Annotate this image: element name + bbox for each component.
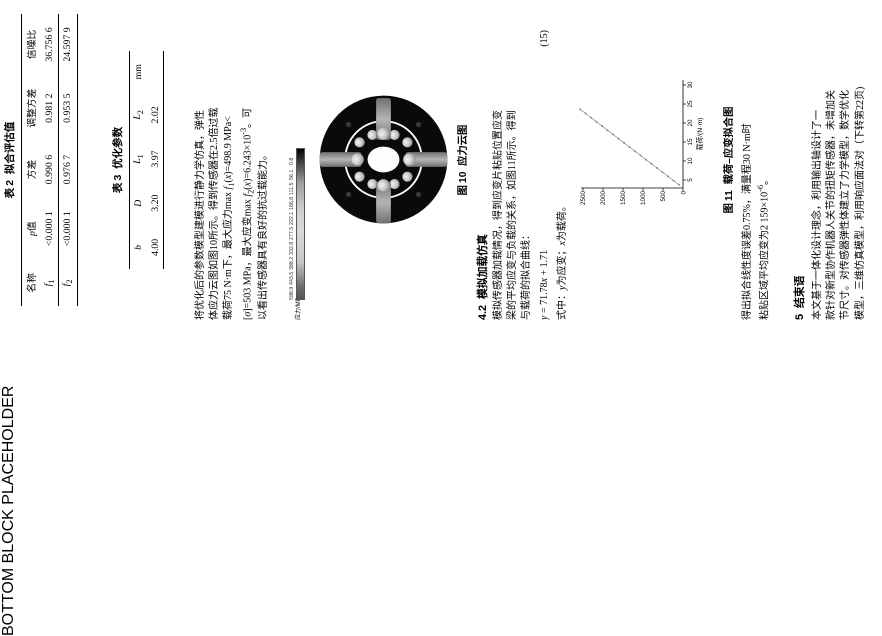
svg-text:载荷/(N·m): 载荷/(N·m) <box>695 118 704 151</box>
svg-text:2500: 2500 <box>580 191 587 206</box>
svg-text:2000: 2000 <box>600 191 607 206</box>
svg-text:25: 25 <box>687 100 694 108</box>
svg-text:1500: 1500 <box>620 191 627 206</box>
svg-text:10: 10 <box>687 157 694 165</box>
svg-text:0: 0 <box>681 191 688 195</box>
svg-text:30: 30 <box>687 81 694 89</box>
svg-text:15: 15 <box>687 138 694 146</box>
svg-text:20: 20 <box>687 119 694 127</box>
svg-text:500: 500 <box>660 191 667 202</box>
svg-text:5: 5 <box>687 178 694 182</box>
svg-text:1000: 1000 <box>640 191 647 206</box>
